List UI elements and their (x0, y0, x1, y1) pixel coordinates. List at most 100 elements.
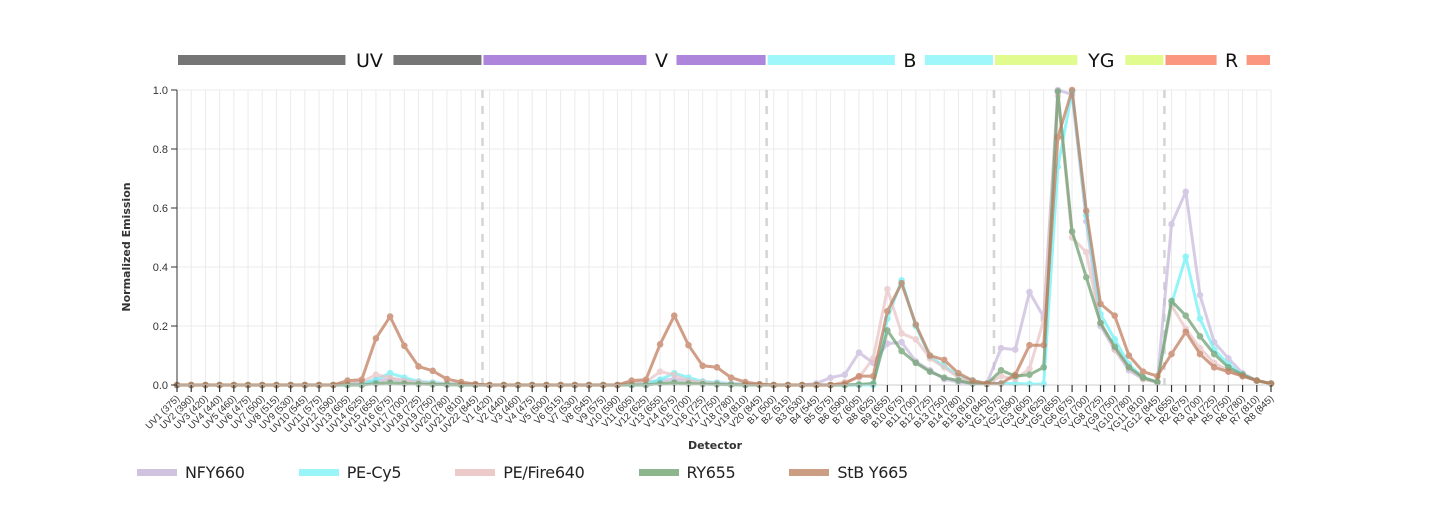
data-point (926, 368, 934, 376)
data-point (415, 380, 422, 388)
data-point (855, 381, 863, 388)
legend-swatch (455, 468, 496, 476)
legend-item-ry655[interactable]: RY655 (638, 462, 736, 482)
data-point (1040, 380, 1047, 388)
legend-item-pe-cy5[interactable]: PE-Cy5 (298, 463, 402, 482)
legend-label: NFY660 (185, 462, 245, 482)
legend-swatch (789, 468, 830, 476)
data-point (955, 369, 962, 377)
data-point (386, 379, 394, 386)
data-point (358, 376, 366, 383)
data-point (443, 375, 451, 383)
data-point (1225, 368, 1232, 376)
data-point (884, 307, 891, 315)
legend-item-pe-fire640[interactable]: PE/Fire640 (455, 463, 585, 482)
laser-band-uv: UV (178, 50, 482, 72)
data-point (940, 356, 948, 364)
y-tick-label: 0.4 (153, 262, 168, 274)
data-point (1068, 228, 1076, 235)
data-point (997, 344, 1005, 352)
data-point (1168, 297, 1175, 305)
data-point (1210, 350, 1218, 358)
band-segment (1165, 55, 1217, 65)
data-point (1097, 300, 1104, 308)
data-point (898, 279, 905, 287)
data-point (1182, 312, 1190, 319)
series-line (177, 94, 1272, 387)
data-point (898, 347, 905, 355)
legend-swatch (638, 468, 679, 476)
data-point (656, 368, 664, 376)
data-point (1026, 365, 1033, 373)
data-point (940, 364, 948, 371)
laser-band-r: R (1165, 50, 1270, 72)
data-point (670, 379, 678, 386)
legend-item-stb-y665[interactable]: StB Y665 (789, 462, 908, 482)
series-lines (173, 86, 1275, 389)
series-line (177, 90, 1272, 387)
laser-band-bar: UV V B YG R (178, 50, 1270, 72)
series-stb-y665 (173, 86, 1275, 389)
band-segment (178, 55, 346, 65)
band-segment (483, 55, 647, 65)
data-point (1125, 364, 1133, 371)
data-point (1011, 346, 1019, 353)
data-point (969, 377, 976, 384)
data-point (344, 377, 351, 384)
data-point (1082, 207, 1090, 215)
data-point (855, 349, 863, 356)
y-tick-label: 0.2 (153, 321, 168, 333)
data-point (372, 371, 380, 378)
data-point (457, 378, 465, 386)
band-label: YG (1087, 50, 1114, 72)
band-segment (393, 55, 482, 65)
data-point (1196, 333, 1204, 340)
data-point (1026, 371, 1033, 378)
data-point (1097, 319, 1104, 327)
data-point (1225, 355, 1232, 362)
legend-item-nfy660[interactable]: NFY660 (137, 463, 245, 482)
data-point (1196, 291, 1204, 299)
y-tick-label: 0.0 (153, 380, 168, 392)
legend-swatch (298, 468, 339, 476)
legend-swatch (137, 468, 177, 476)
data-point (997, 372, 1005, 380)
data-point (727, 374, 735, 381)
data-point (742, 378, 749, 386)
band-segment (994, 55, 1078, 65)
band-label: B (903, 50, 916, 72)
data-point (1196, 350, 1204, 358)
legend-label: StB Y665 (837, 462, 908, 482)
band-segment (676, 55, 766, 65)
band-label: UV (356, 50, 383, 72)
data-point (884, 327, 891, 334)
data-point (926, 352, 934, 359)
data-point (1082, 274, 1090, 281)
data-point (1111, 312, 1119, 319)
band-label: V (655, 50, 668, 72)
band-segment (1246, 55, 1270, 65)
data-point (869, 372, 877, 380)
data-point (386, 374, 394, 381)
band-segment (767, 55, 895, 65)
data-point (713, 364, 721, 371)
data-point (386, 313, 394, 320)
data-point (884, 285, 891, 293)
data-point (429, 367, 437, 375)
x-axis-title: Detector (688, 439, 743, 452)
data-point (1196, 315, 1204, 322)
data-point (912, 321, 920, 328)
data-point (756, 380, 763, 388)
data-point (1182, 188, 1190, 196)
legend-label: RY655 (686, 462, 736, 482)
data-point (1040, 364, 1047, 371)
data-point (898, 338, 905, 346)
data-point (1139, 368, 1147, 376)
grid-lines (176, 89, 1272, 386)
data-point (1239, 372, 1246, 380)
y-tick-label: 0.8 (153, 144, 168, 156)
series-pe-fire640 (173, 92, 1275, 389)
data-point (1154, 372, 1161, 380)
